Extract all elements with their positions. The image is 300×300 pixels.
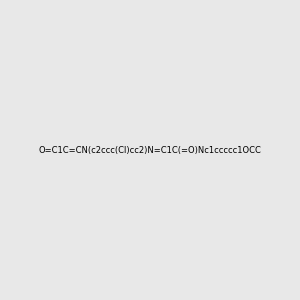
Text: O=C1C=CN(c2ccc(Cl)cc2)N=C1C(=O)Nc1ccccc1OCC: O=C1C=CN(c2ccc(Cl)cc2)N=C1C(=O)Nc1ccccc1… [39, 146, 261, 154]
